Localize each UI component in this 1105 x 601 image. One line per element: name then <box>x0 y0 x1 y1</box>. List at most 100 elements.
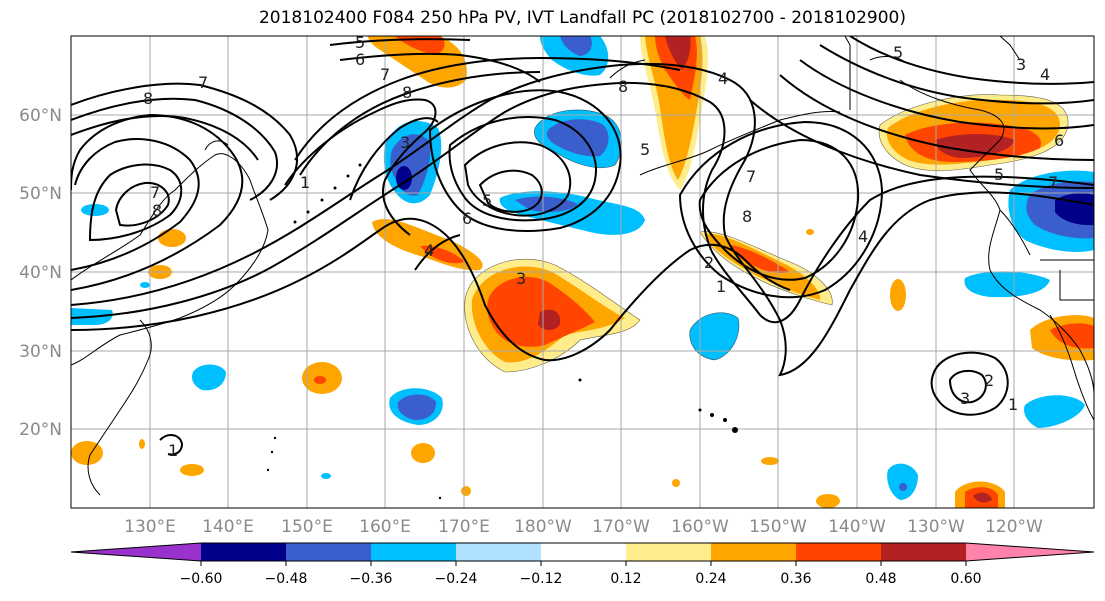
contour-label: 8 <box>152 201 162 220</box>
colorbar-tick-label: 0.48 <box>865 571 896 587</box>
contour-label: 7 <box>1048 173 1058 192</box>
lon-label: 180°W <box>514 517 572 537</box>
contour-label: 3 <box>960 389 970 408</box>
contour-label: 1 <box>1008 395 1018 414</box>
contour-label: 5 <box>355 33 365 52</box>
contour-label: 3 <box>516 269 526 288</box>
pos-anomaly <box>806 229 814 235</box>
contour-label: 8 <box>742 207 752 226</box>
lon-label: 170°E <box>438 517 490 537</box>
lon-label: 160°E <box>359 517 411 537</box>
colorbar-swatch <box>881 543 966 561</box>
colorbar-tick-label: −0.36 <box>350 571 393 587</box>
lon-label: 120°W <box>985 517 1043 537</box>
island-dots <box>266 163 738 500</box>
colorbar-tick-label: −0.24 <box>435 571 478 587</box>
map-title: 2018102400 F084 250 hPa PV, IVT Landfall… <box>258 8 906 28</box>
pos-anomaly <box>538 309 561 330</box>
colorbar-tick-label: 0.36 <box>780 571 811 587</box>
pos-anomaly <box>461 486 471 496</box>
lon-label: 150°E <box>281 517 333 537</box>
contour-label: 7 <box>150 183 160 202</box>
contour-labels: 8 7 1 7 8 5 6 7 8 3 5 6 4 3 8 5 4 7 8 2 … <box>143 33 1064 460</box>
lat-label: 60°N <box>19 106 62 126</box>
contour-label: 6 <box>1054 131 1064 150</box>
pos-anomaly <box>180 464 204 476</box>
ivt-pc-shading <box>71 36 1094 508</box>
contour-label: 5 <box>893 43 903 62</box>
colorbar-swatch <box>966 543 1094 561</box>
coastlines <box>71 36 1094 496</box>
neg-anomaly <box>1055 193 1094 226</box>
colorbar-swatch <box>71 543 201 561</box>
contour-label: 8 <box>618 77 628 96</box>
colorbar-swatch <box>711 543 796 561</box>
colorbar-swatch <box>541 543 626 561</box>
neg-anomaly <box>140 282 150 288</box>
colorbar-tick-label: 0.60 <box>950 571 981 587</box>
pos-anomaly <box>314 376 326 384</box>
neg-anomaly <box>397 394 436 420</box>
contour-label: 3 <box>1016 55 1026 74</box>
lat-labels: 60°N 50°N 40°N 30°N 20°N <box>19 106 62 440</box>
contour-label: 4 <box>424 241 434 260</box>
colorbar-tick-label: −0.48 <box>265 571 308 587</box>
colorbar-swatch <box>626 543 711 561</box>
lat-label: 20°N <box>19 420 62 440</box>
pv-contours <box>71 36 1094 456</box>
neg-anomaly <box>546 119 609 157</box>
lon-label: 170°W <box>592 517 650 537</box>
shading-outlines <box>464 94 1069 373</box>
pos-anomaly <box>890 279 906 311</box>
lon-label: 130°E <box>124 517 176 537</box>
colorbar-tick-label: −0.60 <box>180 571 223 587</box>
pos-anomaly <box>665 36 691 70</box>
lon-labels: 130°E 140°E 150°E 160°E 170°E 180°W 170°… <box>124 517 1043 537</box>
colorbar: −0.60 −0.48 −0.36 −0.24 −0.12 0.12 0.24 … <box>70 542 1095 587</box>
contour-label: 4 <box>718 69 728 88</box>
colorbar-swatch <box>456 543 541 561</box>
neg-anomaly <box>81 204 109 216</box>
pos-anomaly <box>158 229 186 247</box>
contour-label: 5 <box>482 191 492 210</box>
pos-anomaly <box>139 439 145 449</box>
neg-anomaly <box>192 364 226 391</box>
contour-label: 7 <box>198 73 208 92</box>
neg-anomaly <box>964 271 1050 298</box>
colorbar-swatch <box>201 543 286 561</box>
pos-anomaly <box>672 479 680 487</box>
colorbar-tick-label: 0.24 <box>695 571 726 587</box>
contour-label: 7 <box>380 65 390 84</box>
lon-label: 140°E <box>202 517 254 537</box>
lon-label: 160°W <box>671 517 729 537</box>
contour-label: 8 <box>402 83 412 102</box>
colorbar-swatch <box>371 543 456 561</box>
contour-label: 1 <box>168 441 178 460</box>
contour-label: 5 <box>640 140 650 159</box>
colorbar-swatch <box>796 543 881 561</box>
lon-label: 140°W <box>828 517 886 537</box>
contour-label: 8 <box>143 89 153 108</box>
pos-anomaly <box>411 443 435 463</box>
contour-label: 4 <box>858 227 868 246</box>
neg-anomaly <box>689 312 739 360</box>
pos-anomaly <box>395 36 445 55</box>
pos-anomaly <box>1050 323 1094 349</box>
pos-anomaly <box>935 134 1015 158</box>
contour-label: 1 <box>300 173 310 192</box>
contour-label: 5 <box>994 165 1004 184</box>
colorbar-tick-label: −0.12 <box>520 571 563 587</box>
pos-anomaly <box>730 245 790 274</box>
lon-label: 150°W <box>749 517 807 537</box>
pos-anomaly <box>973 492 992 503</box>
neg-anomaly <box>887 463 918 500</box>
contour-label: 6 <box>462 209 472 228</box>
lat-label: 30°N <box>19 342 62 362</box>
contour-label: 3 <box>400 133 410 152</box>
colorbar-tick-label: 0.12 <box>610 571 641 587</box>
contour-label: 7 <box>746 167 756 186</box>
map-frame <box>70 35 1095 509</box>
pos-anomaly <box>761 457 779 465</box>
neg-anomaly <box>899 483 907 491</box>
